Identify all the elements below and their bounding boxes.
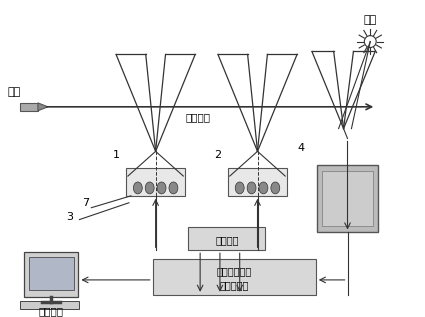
FancyBboxPatch shape bbox=[188, 227, 266, 250]
Text: 弹丸信号采集
与处理装置: 弹丸信号采集 与处理装置 bbox=[216, 266, 252, 290]
Ellipse shape bbox=[145, 182, 154, 194]
FancyBboxPatch shape bbox=[317, 165, 378, 232]
Text: 7: 7 bbox=[82, 198, 89, 208]
Text: 3: 3 bbox=[66, 211, 73, 222]
Text: 显示结果: 显示结果 bbox=[38, 307, 63, 317]
FancyBboxPatch shape bbox=[153, 259, 316, 295]
Polygon shape bbox=[20, 103, 38, 111]
Ellipse shape bbox=[259, 182, 268, 194]
Text: 弹丸: 弹丸 bbox=[8, 87, 21, 97]
Ellipse shape bbox=[271, 182, 280, 194]
FancyBboxPatch shape bbox=[126, 168, 185, 196]
Text: 预定弹道: 预定弹道 bbox=[186, 112, 211, 122]
Ellipse shape bbox=[133, 182, 142, 194]
Circle shape bbox=[364, 36, 376, 48]
Text: 炸点: 炸点 bbox=[364, 15, 377, 25]
Text: 系统电源: 系统电源 bbox=[215, 235, 238, 245]
Polygon shape bbox=[38, 103, 48, 111]
Text: 4: 4 bbox=[298, 143, 305, 153]
FancyBboxPatch shape bbox=[322, 171, 373, 225]
Text: 2: 2 bbox=[214, 150, 221, 160]
FancyBboxPatch shape bbox=[29, 257, 74, 290]
FancyBboxPatch shape bbox=[20, 301, 79, 308]
Ellipse shape bbox=[169, 182, 178, 194]
Ellipse shape bbox=[235, 182, 244, 194]
Ellipse shape bbox=[157, 182, 166, 194]
FancyBboxPatch shape bbox=[228, 168, 287, 196]
Text: 1: 1 bbox=[113, 150, 119, 160]
FancyBboxPatch shape bbox=[24, 252, 79, 297]
Ellipse shape bbox=[247, 182, 256, 194]
